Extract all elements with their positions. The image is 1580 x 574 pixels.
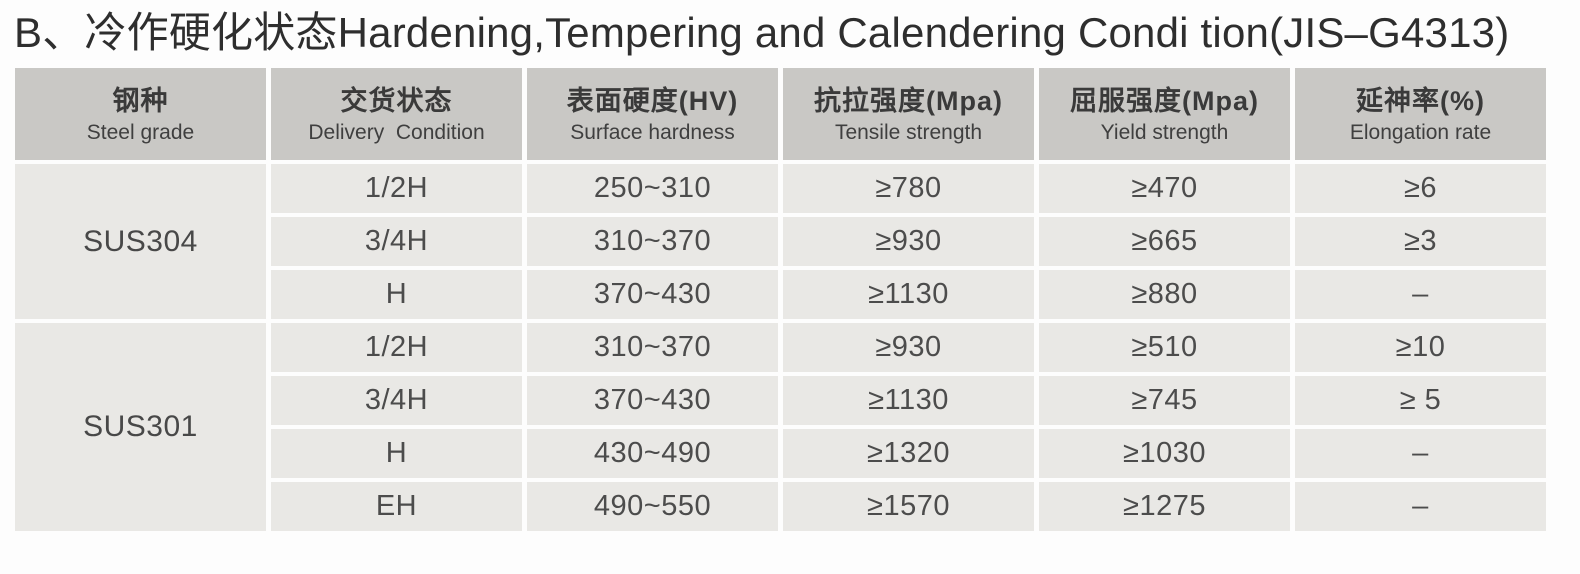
yield-strength-cell: ≥470: [1039, 164, 1290, 213]
yield-strength-cell: ≥1030: [1039, 429, 1290, 478]
table-row: EH 490~550 ≥1570 ≥1275 –: [15, 482, 1546, 531]
delivery-condition-label-en: Delivery Condition: [308, 120, 485, 144]
delivery-condition-cell: H: [271, 270, 522, 319]
yield-strength-cell: ≥745: [1039, 376, 1290, 425]
surface-hardness-cell: 370~430: [527, 270, 778, 319]
table-row: SUS301 1/2H 310~370 ≥930 ≥510 ≥10: [15, 323, 1546, 531]
column-header-yield-strength: 屈服强度(Mpa) Yield strength: [1039, 68, 1290, 160]
elongation-rate-cell: –: [1295, 482, 1546, 531]
column-header-surface-hardness: 表面硬度(HV) Surface hardness: [527, 68, 778, 160]
elongation-rate-cell: –: [1295, 429, 1546, 478]
yield-strength-cell: ≥1275: [1039, 482, 1290, 531]
steel-grade-label-zh: 钢种: [112, 85, 169, 116]
surface-hardness-cell: 310~370: [527, 217, 778, 266]
tensile-strength-label-en: Tensile strength: [834, 120, 983, 144]
delivery-condition-cell: 3/4H: [271, 217, 522, 266]
surface-hardness-cell: 490~550: [527, 482, 778, 531]
elongation-rate-cell: ≥ 5: [1295, 376, 1546, 425]
yield-strength-label-zh: 屈服强度(Mpa): [1070, 85, 1259, 116]
elongation-rate-label-zh: 延神率(%): [1356, 85, 1485, 116]
delivery-condition-cell: 1/2H: [271, 323, 522, 372]
surface-hardness-cell: 370~430: [527, 376, 778, 425]
surface-hardness-label-zh: 表面硬度(HV): [566, 85, 739, 116]
column-header-tensile-strength: 抗拉强度(Mpa) Tensile strength: [783, 68, 1034, 160]
table-row: H 430~490 ≥1320 ≥1030 –: [15, 429, 1546, 478]
table-row: 3/4H 370~430 ≥1130 ≥745 ≥ 5: [15, 376, 1546, 425]
tensile-strength-cell: ≥1570: [783, 482, 1034, 531]
yield-strength-cell: ≥665: [1039, 217, 1290, 266]
elongation-rate-cell: ≥10: [1295, 323, 1546, 372]
column-header-delivery-condition: 交货状态 Delivery Condition: [271, 68, 522, 160]
yield-strength-cell: ≥880: [1039, 270, 1290, 319]
table-row: 3/4H 310~370 ≥930 ≥665 ≥3: [15, 217, 1546, 266]
delivery-condition-cell: 1/2H: [271, 164, 522, 213]
elongation-rate-cell: –: [1295, 270, 1546, 319]
tensile-strength-cell: ≥1130: [783, 270, 1034, 319]
delivery-condition-cell: H: [271, 429, 522, 478]
steel-grade-label-en: Steel grade: [86, 120, 195, 144]
column-header-elongation-rate: 延神率(%) Elongation rate: [1295, 68, 1546, 160]
tensile-strength-cell: ≥1130: [783, 376, 1034, 425]
page-title: B、冷作硬化状态Hardening,Tempering and Calender…: [14, 9, 1510, 56]
delivery-condition-label-zh: 交货状态: [340, 85, 453, 116]
elongation-rate-cell: ≥6: [1295, 164, 1546, 213]
elongation-rate-cell: ≥3: [1295, 217, 1546, 266]
tensile-strength-cell: ≥930: [783, 323, 1034, 372]
table-row: SUS304 1/2H 250~310 ≥780 ≥470 ≥6: [15, 164, 1546, 319]
delivery-condition-cell: EH: [271, 482, 522, 531]
table-row: H 370~430 ≥1130 ≥880 –: [15, 270, 1546, 319]
delivery-condition-cell: 3/4H: [271, 376, 522, 425]
header-row: 钢种 Steel grade 交货状态 Delivery Condition 表…: [15, 68, 1546, 160]
tensile-strength-label-zh: 抗拉强度(Mpa): [814, 85, 1003, 116]
tensile-strength-cell: ≥930: [783, 217, 1034, 266]
steel-hardening-table: 钢种 Steel grade 交货状态 Delivery Condition 表…: [10, 64, 1551, 535]
yield-strength-label-en: Yield strength: [1100, 120, 1229, 144]
steel-grade-cell-sus304: SUS304: [15, 164, 266, 319]
column-header-steel-grade: 钢种 Steel grade: [15, 68, 266, 160]
elongation-rate-label-en: Elongation rate: [1349, 120, 1492, 144]
surface-hardness-label-en: Surface hardness: [570, 120, 735, 144]
tensile-strength-cell: ≥780: [783, 164, 1034, 213]
surface-hardness-cell: 250~310: [527, 164, 778, 213]
surface-hardness-cell: 430~490: [527, 429, 778, 478]
steel-grade-cell-sus301: SUS301: [15, 323, 266, 531]
yield-strength-cell: ≥510: [1039, 323, 1290, 372]
surface-hardness-cell: 310~370: [527, 323, 778, 372]
tensile-strength-cell: ≥1320: [783, 429, 1034, 478]
